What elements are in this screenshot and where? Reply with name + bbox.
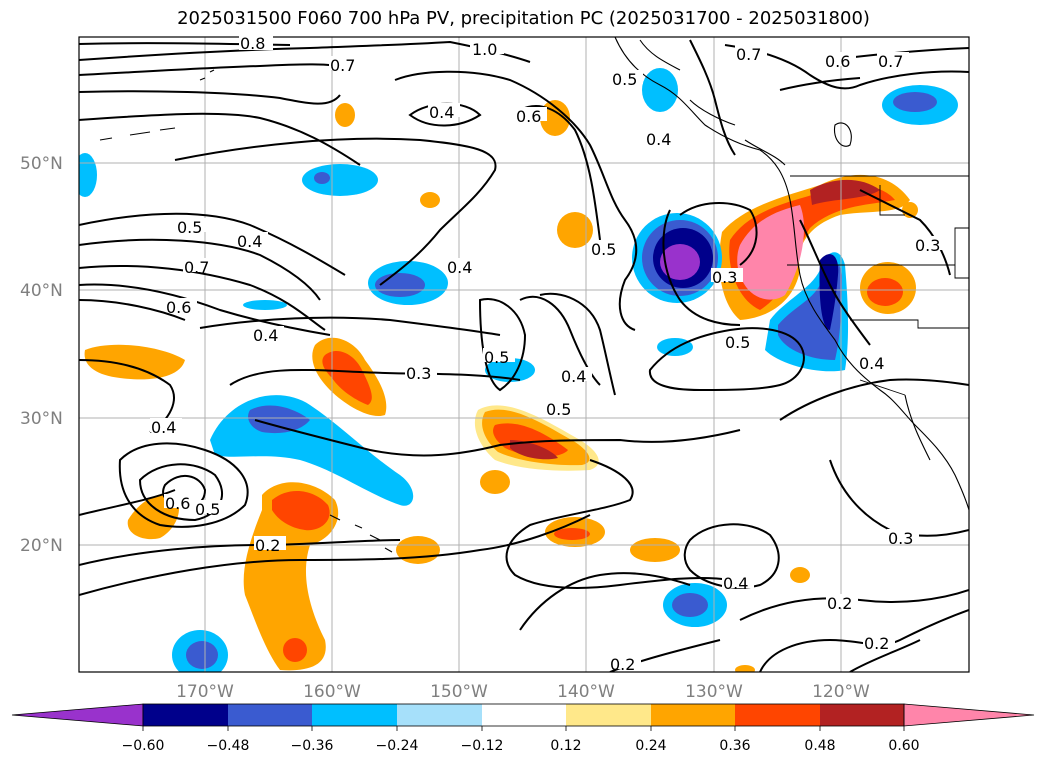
lat-label: 40°N — [20, 281, 63, 301]
contour-label: 0.5 — [195, 500, 220, 519]
contour-label: 0.6 — [165, 494, 190, 513]
contour-label: 0.5 — [612, 70, 637, 89]
contour-label: 0.6 — [825, 52, 850, 71]
contour-label: 0.4 — [447, 258, 472, 277]
pv-contours — [79, 39, 969, 672]
longitude-labels: 170°W 160°W 150°W 140°W 130°W 120°W — [176, 682, 870, 702]
colorbar-tick: −0.60 — [122, 738, 165, 754]
contour-label: 0.3 — [915, 236, 940, 255]
contour-label: 0.6 — [516, 107, 541, 126]
contour-labels: 0.8 1.0 0.7 0.7 0.6 0.7 0.5 0.4 0.6 0.4 … — [150, 34, 946, 674]
map-title: 2025031500 F060 700 hPa PV, precipitatio… — [177, 8, 870, 29]
lon-label: 120°W — [812, 682, 870, 702]
lon-label: 160°W — [303, 682, 361, 702]
lon-label: 140°W — [557, 682, 615, 702]
colorbar-tick: 0.12 — [550, 738, 581, 754]
colorbar-tick: −0.12 — [461, 738, 504, 754]
colorbar-segment — [397, 704, 482, 726]
contour-label: 0.8 — [240, 34, 265, 53]
colorbar-segment — [820, 704, 904, 726]
contour-label: 0.5 — [546, 400, 571, 419]
contour-label: 0.2 — [255, 536, 280, 555]
lat-label: 20°N — [20, 536, 63, 556]
colorbar-tick: 0.36 — [719, 738, 750, 754]
contour-label: 0.4 — [646, 130, 671, 149]
colorbar-tick: −0.36 — [291, 738, 334, 754]
contour-label: 0.3 — [712, 268, 737, 287]
colorbar-segment — [651, 704, 735, 726]
contour-label: 0.5 — [484, 348, 509, 367]
contour-label: 0.7 — [878, 52, 903, 71]
contour-label: 0.4 — [561, 367, 586, 386]
lon-label: 130°W — [685, 682, 743, 702]
colorbar-segment — [566, 704, 651, 726]
contour-label: 0.4 — [723, 574, 748, 593]
contour-label: 0.2 — [610, 655, 635, 674]
contour-label: 0.7 — [736, 45, 761, 64]
contour-label: 0.5 — [725, 333, 750, 352]
colorbar-tick: −0.48 — [207, 738, 250, 754]
colorbar-segment — [903, 703, 1035, 727]
colorbar-tick: 0.48 — [804, 738, 835, 754]
contour-label: 0.2 — [864, 634, 889, 653]
latitude-labels: 50°N 40°N 30°N 20°N — [20, 154, 63, 556]
colorbar-tick: 0.24 — [635, 738, 666, 754]
lat-label: 50°N — [20, 154, 63, 174]
lon-label: 150°W — [430, 682, 488, 702]
colorbar-segment — [312, 704, 397, 726]
contour-label: 0.5 — [591, 240, 616, 259]
coastlines — [99, 37, 969, 553]
contour-label: 0.3 — [888, 529, 913, 548]
map-frame — [78, 36, 970, 673]
contour-label: 0.2 — [827, 594, 852, 613]
colorbar-segment — [735, 704, 820, 726]
contour-label: 0.3 — [406, 364, 431, 383]
contour-label: 0.7 — [184, 258, 209, 277]
colorbar-tick: 0.60 — [888, 738, 919, 754]
colorbar-segment — [228, 704, 312, 726]
lat-label: 30°N — [20, 409, 63, 429]
contour-label: 0.4 — [859, 354, 884, 373]
contour-label: 0.5 — [177, 218, 202, 237]
colorbar-segment — [143, 704, 228, 726]
contour-label: 1.0 — [472, 40, 497, 59]
graticule — [79, 37, 969, 672]
contour-label: 0.4 — [151, 418, 176, 437]
contour-label: 0.4 — [253, 326, 278, 345]
colorbar-segment — [482, 704, 566, 726]
precip-shading — [79, 68, 958, 672]
colorbar-tick: −0.24 — [376, 738, 419, 754]
contour-label: 0.7 — [330, 56, 355, 75]
colorbar: −0.60 −0.48 −0.36 −0.24 −0.12 0.12 0.24 … — [11, 703, 1035, 754]
lon-label: 170°W — [176, 682, 234, 702]
contour-label: 0.4 — [429, 103, 454, 122]
contour-label: 0.6 — [166, 298, 191, 317]
colorbar-segment — [11, 703, 144, 727]
contour-label: 0.4 — [237, 232, 262, 251]
